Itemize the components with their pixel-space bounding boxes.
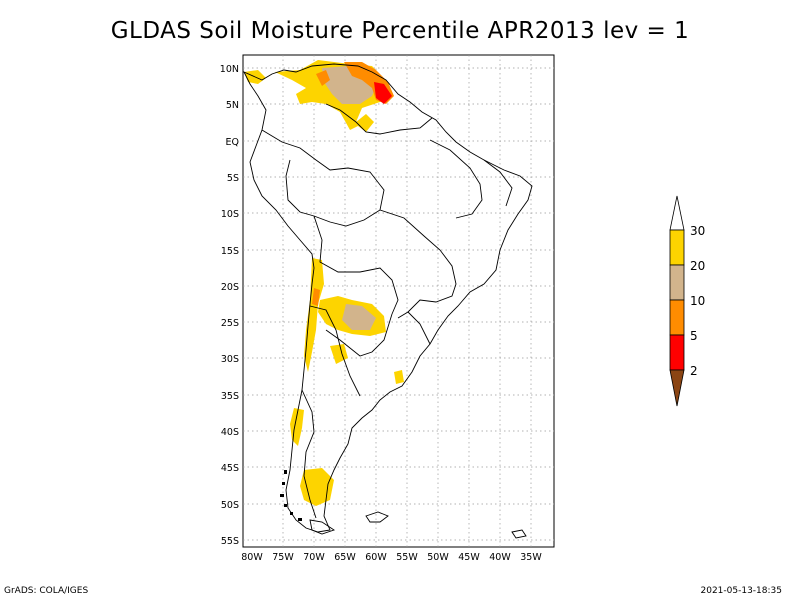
lat-labels: 10N 5N EQ 5S 10S 15S 20S 25S 30S 35S 40S… <box>220 64 239 547</box>
lat-label: 10S <box>221 209 239 220</box>
colorbar-top-arrow <box>669 195 685 231</box>
colorbar-bottom-arrow <box>669 369 685 407</box>
border-9 <box>429 139 483 219</box>
region-north-orange-2 <box>316 70 330 86</box>
lat-label: 20S <box>221 282 239 293</box>
gridlines <box>243 55 554 547</box>
lon-label: 70W <box>303 552 325 563</box>
lon-labels: 80W 75W 70W 65W 60W 55W 50W 45W 40W 35W <box>241 552 542 563</box>
lon-label: 75W <box>272 552 294 563</box>
lon-label: 40W <box>489 552 511 563</box>
map-title: GLDAS Soil Moisture Percentile APR2013 l… <box>110 18 690 44</box>
colorbar <box>669 195 685 407</box>
lat-label: 50S <box>221 500 239 511</box>
region-andes-orange <box>312 288 320 306</box>
region-north-red <box>374 82 392 104</box>
lat-label: 45S <box>221 463 239 474</box>
falklands <box>365 511 389 523</box>
lat-label: 5S <box>227 173 239 184</box>
coastlines <box>243 63 533 539</box>
lat-label: 35S <box>221 391 239 402</box>
footer-credit: GrADS: COLA/IGES <box>4 586 89 596</box>
lon-label: 65W <box>334 552 356 563</box>
border-8 <box>301 389 317 519</box>
lat-label: 5N <box>226 100 239 111</box>
lat-label: 55S <box>221 536 239 547</box>
colorbar-segment-yellow <box>669 229 685 266</box>
colorbar-label: 20 <box>690 259 705 273</box>
colorbar-label: 5 <box>690 329 698 343</box>
island-east <box>511 529 527 539</box>
border-7 <box>309 305 361 397</box>
chile-islands <box>280 470 302 521</box>
lon-label: 45W <box>458 552 480 563</box>
colorbar-segment-tan <box>669 264 685 301</box>
colorbar-labels: 30 20 10 5 2 <box>690 224 705 378</box>
lon-label: 50W <box>427 552 449 563</box>
colorbar-segment-orange <box>669 299 685 336</box>
lat-label: 30S <box>221 354 239 365</box>
shaded-regions <box>244 60 404 506</box>
colorbar-label: 30 <box>690 224 705 238</box>
region-uy-yellow <box>394 370 404 384</box>
border-3 <box>325 103 433 135</box>
lat-label: EQ <box>226 137 239 148</box>
region-patagonia-yellow-2 <box>300 468 334 506</box>
colorbar-segment-red <box>669 334 685 371</box>
border-6 <box>407 311 431 345</box>
lon-label: 60W <box>365 552 387 563</box>
region-central-tan <box>342 304 376 330</box>
border-10 <box>483 159 513 207</box>
border-2 <box>313 215 399 315</box>
lat-label: 25S <box>221 318 239 329</box>
continent-outline <box>243 63 533 533</box>
border-5 <box>325 313 393 357</box>
colorbar-label: 2 <box>690 364 698 378</box>
footer-timestamp: 2021-05-13-18:35 <box>700 586 783 596</box>
border-4 <box>379 209 457 319</box>
tierra-del-fuego <box>309 519 336 535</box>
lat-label: 40S <box>221 427 239 438</box>
region-andes-yellow <box>304 258 324 372</box>
lon-label: 55W <box>396 552 418 563</box>
colorbar-label: 10 <box>690 294 705 308</box>
lat-label: 10N <box>220 64 239 75</box>
lon-label: 35W <box>520 552 542 563</box>
map-frame <box>242 54 555 548</box>
lon-label: 80W <box>241 552 263 563</box>
lat-label: 15S <box>221 246 239 257</box>
